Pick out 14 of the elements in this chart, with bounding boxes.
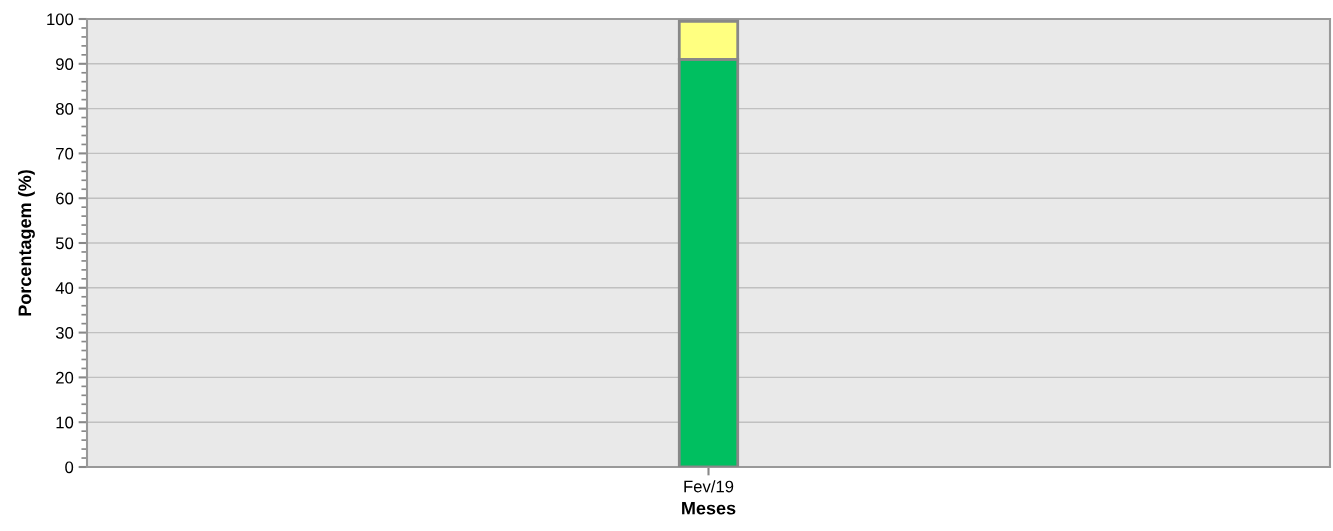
- y-tick-label: 70: [56, 147, 74, 160]
- y-tick-label: 0: [65, 461, 74, 474]
- y-tick-label: 30: [55, 327, 74, 339]
- x-axis-title: Meses: [682, 501, 736, 515]
- y-tick-label: 10: [56, 416, 74, 429]
- y-tick-label: 90: [56, 58, 74, 70]
- y-tick-label: 100: [47, 13, 74, 26]
- y-axis-title: Porcentagem (%): [17, 170, 35, 316]
- y-tick-label: 80: [55, 103, 74, 115]
- x-tick-label: Fev/19: [684, 480, 734, 493]
- y-tick-label: 60: [56, 192, 74, 205]
- y-tick-label: 50: [55, 237, 74, 250]
- y-tick-label: 20: [56, 371, 74, 384]
- y-tick-label: 40: [55, 282, 74, 294]
